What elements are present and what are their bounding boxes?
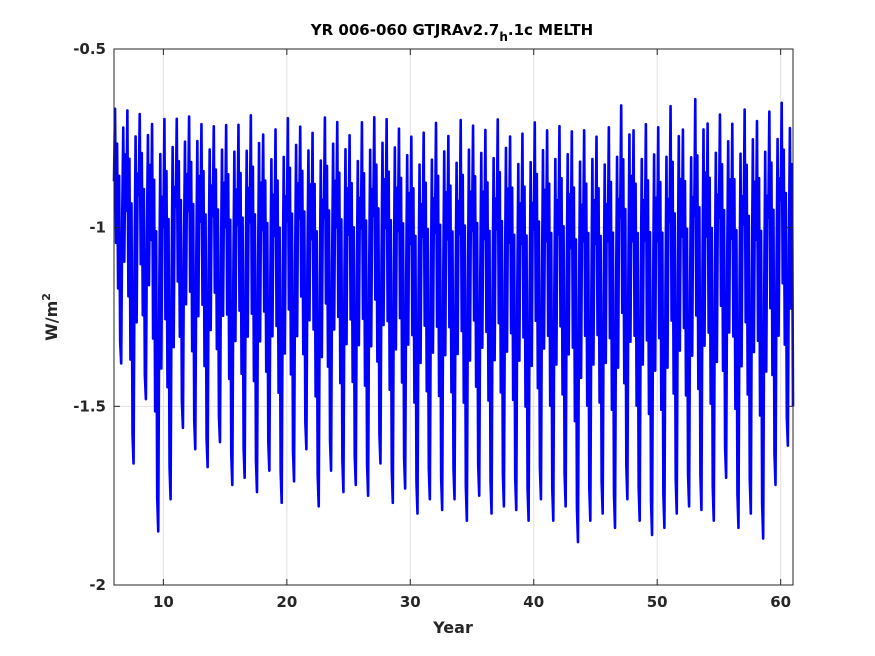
plot-frame: [113, 48, 794, 586]
x-tick-label: 10: [153, 593, 174, 611]
y-axis-title: W/m2: [40, 293, 61, 341]
y-axis-title-superscript: 2: [40, 293, 53, 301]
y-tick-label: -1.5: [73, 397, 106, 415]
y-tick-label: -2: [89, 576, 106, 594]
y-tick-label: -0.5: [73, 40, 106, 58]
tick-labels: 10 20 30 40 50 60 -2 -1.5 -1 -0.5: [73, 40, 791, 611]
x-tick-label: 40: [523, 593, 544, 611]
x-tick-label: 60: [770, 593, 791, 611]
series-layer: [112, 97, 795, 544]
chart-title: YR 006-060 GTJRAv2.7h.1c MELTH: [310, 21, 593, 44]
y-tick-label: -1: [89, 219, 106, 237]
tick-marks: [114, 48, 793, 586]
chart-title-subscript: h: [499, 30, 508, 44]
x-tick-label: 20: [276, 593, 297, 611]
x-axis-title: Year: [432, 618, 473, 637]
chart-title-prefix: YR 006-060 GTJRAv2.7: [310, 21, 500, 39]
melth-series-line: [112, 97, 795, 544]
chart-title-suffix: .1c MELTH: [508, 21, 593, 39]
y-axis-title-base: W/m: [42, 301, 61, 341]
x-tick-label: 50: [647, 593, 668, 611]
x-tick-label: 30: [400, 593, 421, 611]
